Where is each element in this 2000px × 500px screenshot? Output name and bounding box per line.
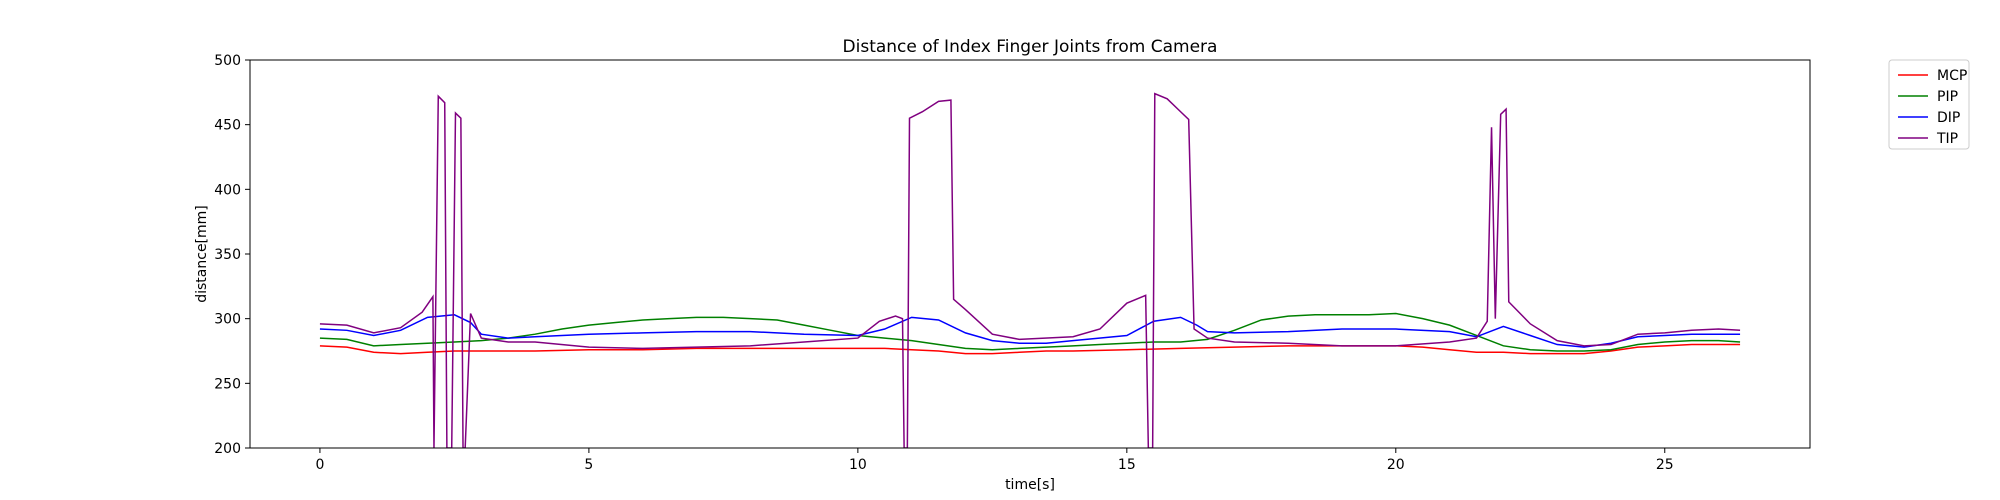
x-tick-label: 15: [1118, 457, 1136, 473]
series-lines: [319, 92, 1741, 448]
y-tick-label: 300: [214, 312, 241, 328]
legend-box: [1888, 59, 1970, 150]
y-axis-label: distance[mm]: [194, 205, 210, 303]
series-line-dip: [319, 314, 1741, 348]
y-tick-label: 250: [214, 376, 241, 392]
y-tick-label: 200: [214, 441, 241, 457]
chart-title: Distance of Index Finger Joints from Cam…: [843, 37, 1218, 57]
y-tick-label: 350: [214, 247, 241, 263]
legend-label-tip: TIP: [1936, 131, 1958, 147]
series-line-pip: [319, 312, 1741, 352]
series-line-mcp: [319, 343, 1741, 355]
y-tick-label: 400: [214, 182, 241, 198]
y-tick-label: 450: [214, 118, 241, 134]
x-tick-label: 10: [849, 457, 867, 473]
y-tick-label: 500: [214, 53, 241, 69]
x-tick-label: 5: [584, 457, 593, 473]
x-tick-label: 20: [1387, 457, 1405, 473]
x-tick-label: 25: [1656, 457, 1674, 473]
series-line-tip: [319, 92, 1741, 448]
legend-label-pip: PIP: [1937, 89, 1958, 105]
legend: MCP PIP DIP TIP: [1888, 59, 1970, 150]
x-tick-label: 0: [315, 457, 324, 473]
y-axis: 200 250 300 350 400 450 500: [214, 53, 250, 457]
legend-label-mcp: MCP: [1937, 68, 1967, 84]
x-axis: 0 5 10 15 20 25: [315, 448, 1674, 473]
legend-label-dip: DIP: [1937, 110, 1960, 126]
x-axis-label: time[s]: [1005, 477, 1055, 493]
plot-area: [319, 92, 1741, 448]
